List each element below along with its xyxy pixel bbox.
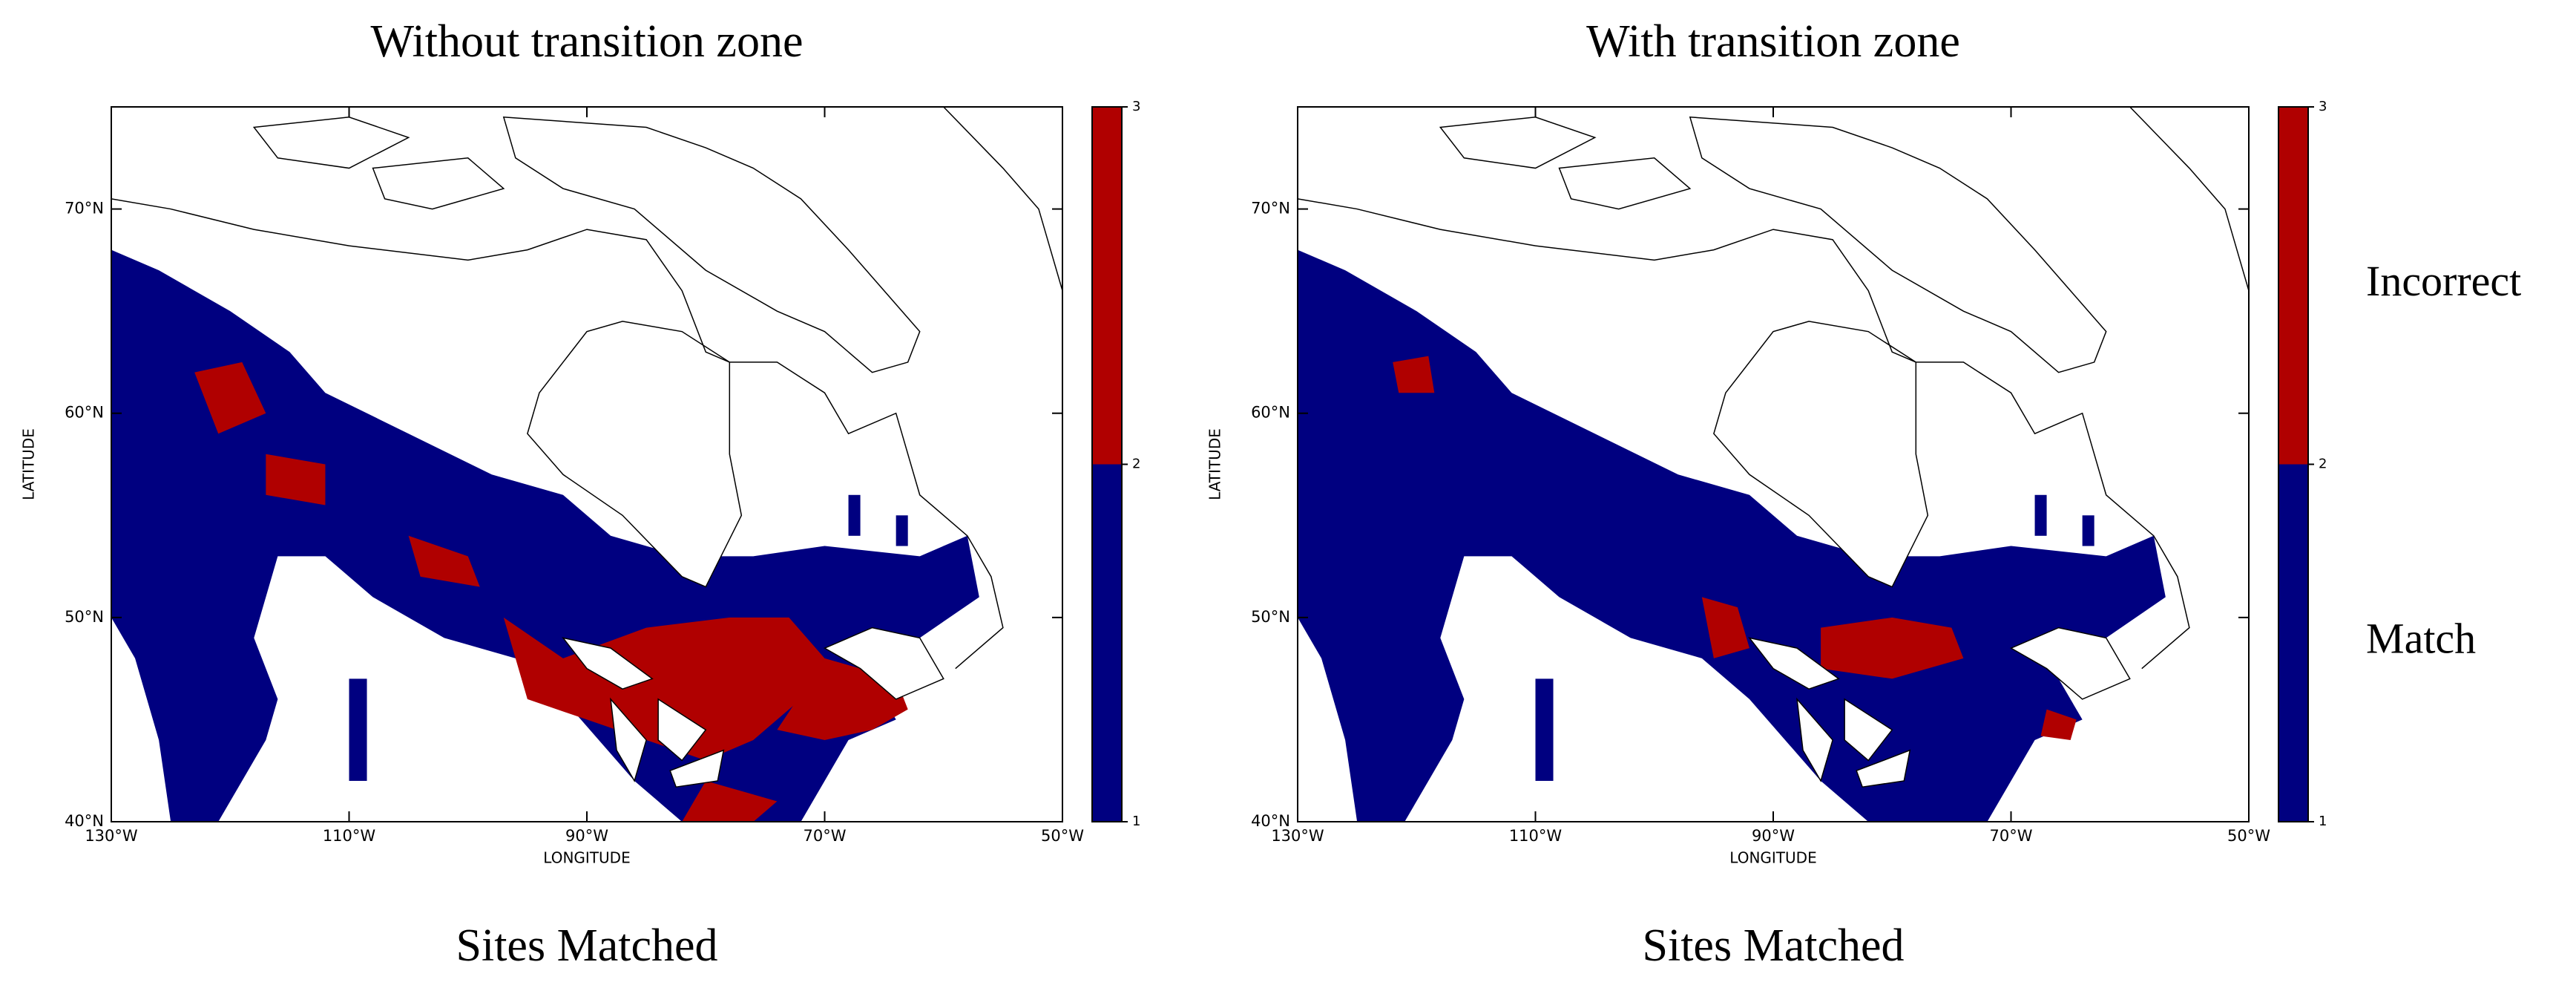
colorbar-tick-label: 2 (1132, 457, 1140, 472)
colorbar-segment (2278, 464, 2308, 822)
colorbar-tick-label: 3 (1132, 99, 1140, 114)
panel-title: With transition zone (1586, 16, 1960, 67)
x-tick-label: 90°W (565, 827, 608, 845)
y-tick-label: 60°N (65, 404, 104, 422)
map (1298, 107, 2249, 822)
colorbar-tick-label: 1 (1132, 814, 1140, 829)
colorbar-segment (1092, 464, 1122, 822)
x-tick-label: 70°W (1990, 827, 2033, 845)
panel-caption: Sites Matched (1643, 920, 1905, 971)
x-tick-label: 130°W (85, 827, 138, 845)
legend-label: Match (2366, 615, 2476, 663)
x-tick-label: 70°W (804, 827, 847, 845)
panel-title: Without transition zone (371, 16, 804, 67)
colorbar-tick-label: 1 (2319, 814, 2327, 829)
panel-caption: Sites Matched (456, 920, 718, 971)
y-tick-label: 70°N (1251, 200, 1290, 217)
y-tick-label: 70°N (65, 200, 104, 217)
x-tick-label: 110°W (1509, 827, 1563, 845)
map (111, 107, 1062, 822)
x-tick-label: 50°W (1041, 827, 1084, 845)
colorbar-segment (2278, 107, 2308, 465)
x-tick-label: 130°W (1271, 827, 1324, 845)
x-axis-label: LONGITUDE (1729, 849, 1816, 867)
y-tick-label: 40°N (65, 812, 104, 830)
x-tick-label: 90°W (1752, 827, 1795, 845)
colorbar-tick-label: 2 (2319, 457, 2327, 472)
y-tick-label: 40°N (1251, 812, 1290, 830)
x-axis-label: LONGITUDE (543, 849, 630, 867)
y-tick-label: 50°N (65, 608, 104, 626)
x-tick-label: 50°W (2227, 827, 2270, 845)
y-tick-label: 60°N (1251, 404, 1290, 422)
x-tick-label: 110°W (323, 827, 376, 845)
colorbar-segment (1092, 107, 1122, 465)
legend-label: Incorrect (2366, 257, 2521, 305)
y-axis-label: LATITUDE (1206, 428, 1224, 500)
map-panel: Without transition zone Sites Matched 130°… (20, 16, 1141, 971)
colorbar-tick-label: 3 (2319, 99, 2327, 114)
y-tick-label: 50°N (1251, 608, 1290, 626)
y-axis-label: LATITUDE (20, 428, 38, 500)
